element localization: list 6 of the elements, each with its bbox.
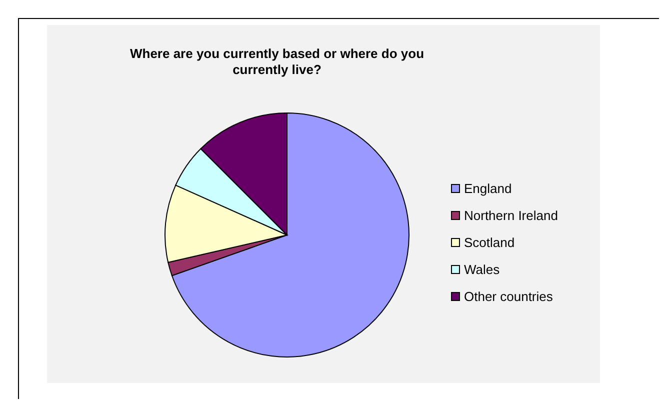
legend-label: England — [464, 181, 512, 196]
legend-label: Scotland — [464, 235, 515, 250]
legend-label: Other countries — [464, 289, 553, 304]
chart-title: Where are you currently based or where do you currently live? — [128, 46, 426, 78]
legend-label: Northern Ireland — [464, 208, 558, 223]
legend-label: Wales — [464, 262, 500, 277]
